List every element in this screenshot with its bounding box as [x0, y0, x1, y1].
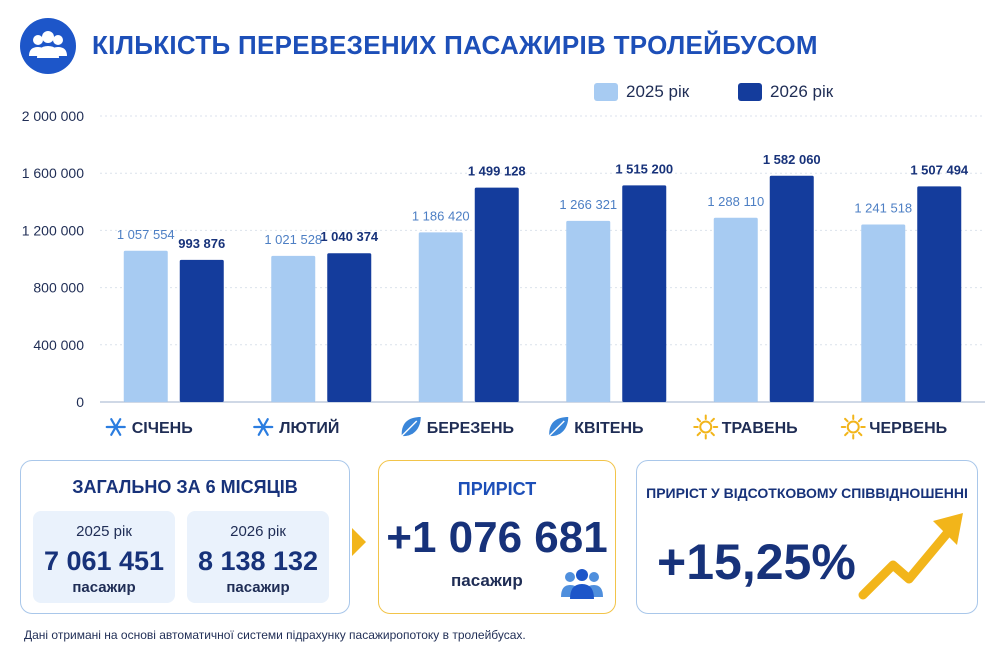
leaf-icon [401, 417, 421, 437]
y-tick-label: 800 000 [33, 280, 84, 296]
total-2025-year: 2025 рік [76, 523, 132, 540]
leaf-icon [548, 417, 569, 437]
growth-card-title: ПРИРІСТ [457, 479, 537, 499]
total-card-title: ЗАГАЛЬНО ЗА 6 МІСЯЦІВ [72, 477, 298, 497]
bar-value-label: 1 241 518 [854, 200, 912, 215]
footnote: Дані отримані на основі автоматичної сис… [24, 628, 526, 642]
bar-2026 [474, 187, 519, 402]
bar-2026 [327, 253, 372, 402]
total-2025-box: 2025 рік 7 061 451 пасажир [33, 511, 175, 603]
growth-percent-card: ПРИРІСТ У ВІДСОТКОВОМУ СПІВВІДНОШЕННІ +1… [636, 460, 978, 614]
category-label: БЕРЕЗЕНЬ [427, 420, 514, 437]
bar-2025 [861, 224, 906, 402]
bar-value-label: 1 040 374 [320, 229, 379, 244]
total-2026-unit: пасажир [226, 579, 290, 596]
category-label: ЛЮТИЙ [279, 418, 339, 437]
total-2025-value: 7 061 451 [43, 546, 165, 576]
bar-value-label: 1 288 110 [707, 194, 764, 209]
bar-2026 [179, 259, 224, 402]
growth-unit: пасажир [451, 571, 523, 590]
bar-2026 [622, 185, 667, 402]
trend-up-arrow-icon [858, 513, 963, 600]
bar-chart: 0 400 000 800 000 1 200 000 1 600 000 2 000 0… [22, 108, 985, 440]
growth-percent-value: +15,25% [657, 534, 856, 590]
page-title: КІЛЬКІСТЬ ПЕРЕВЕЗЕНИХ ПАСАЖИРІВ ТРОЛЕЙБУ… [92, 30, 818, 60]
bar-value-label: 1 021 528 [264, 232, 322, 247]
snowflake-icon [253, 418, 274, 436]
bar-value-label: 1 515 200 [615, 161, 673, 176]
people-group-icon [20, 18, 76, 74]
bar-2025 [123, 250, 168, 402]
category-label: СІЧЕНЬ [132, 420, 193, 437]
growth-value: +1 076 681 [386, 513, 608, 562]
bar-value-label: 1 582 060 [763, 152, 821, 167]
category-label: КВІТЕНЬ [574, 420, 643, 437]
legend-label-2026: 2026 рік [770, 82, 834, 101]
sun-icon [693, 414, 719, 440]
legend-item-2026: 2026 рік [738, 82, 833, 102]
bar-2025 [566, 220, 611, 402]
total-2026-value: 8 138 132 [197, 546, 319, 576]
y-tick-label: 1 200 000 [22, 222, 84, 238]
growth-card: ПРИРІСТ +1 076 681 пасажир [378, 460, 616, 614]
snowflake-icon [105, 418, 126, 436]
bar-value-label: 1 499 128 [468, 164, 526, 179]
category-label: ЧЕРВЕНЬ [869, 420, 947, 437]
bar-2026 [769, 175, 814, 402]
bar-2025 [713, 217, 758, 402]
bar-value-label: 1 057 554 [117, 227, 175, 242]
total-2025-unit: пасажир [72, 579, 136, 596]
bar-value-label: 1 266 321 [559, 197, 617, 212]
legend-item-2025: 2025 рік [594, 82, 689, 102]
bar-value-label: 1 507 494 [910, 162, 969, 177]
bar-2026 [917, 186, 962, 402]
bar-2025 [271, 255, 316, 402]
y-tick-label: 2 000 000 [22, 108, 84, 124]
total-2026-year: 2026 рік [230, 523, 286, 540]
legend-swatch-2025 [594, 83, 618, 101]
arrow-right-icon [352, 528, 366, 556]
total-2026-box: 2026 рік 8 138 132 пасажир [187, 511, 329, 603]
y-tick-label: 0 [76, 394, 84, 410]
bar-value-label: 1 186 420 [412, 208, 470, 223]
people-group-icon [561, 569, 603, 599]
total-card: ЗАГАЛЬНО ЗА 6 МІСЯЦІВ 2025 рік 7 061 451… [20, 460, 350, 614]
legend-label-2025: 2025 рік [626, 82, 690, 101]
sun-icon [840, 414, 866, 440]
legend-swatch-2026 [738, 83, 762, 101]
y-tick-label: 1 600 000 [22, 165, 84, 181]
growth-percent-title: ПРИРІСТ У ВІДСОТКОВОМУ СПІВВІДНОШЕННІ [646, 485, 968, 501]
y-tick-label: 400 000 [33, 337, 84, 353]
category-label: ТРАВЕНЬ [722, 420, 798, 437]
bar-value-label: 993 876 [178, 236, 225, 251]
bar-2025 [418, 232, 463, 402]
